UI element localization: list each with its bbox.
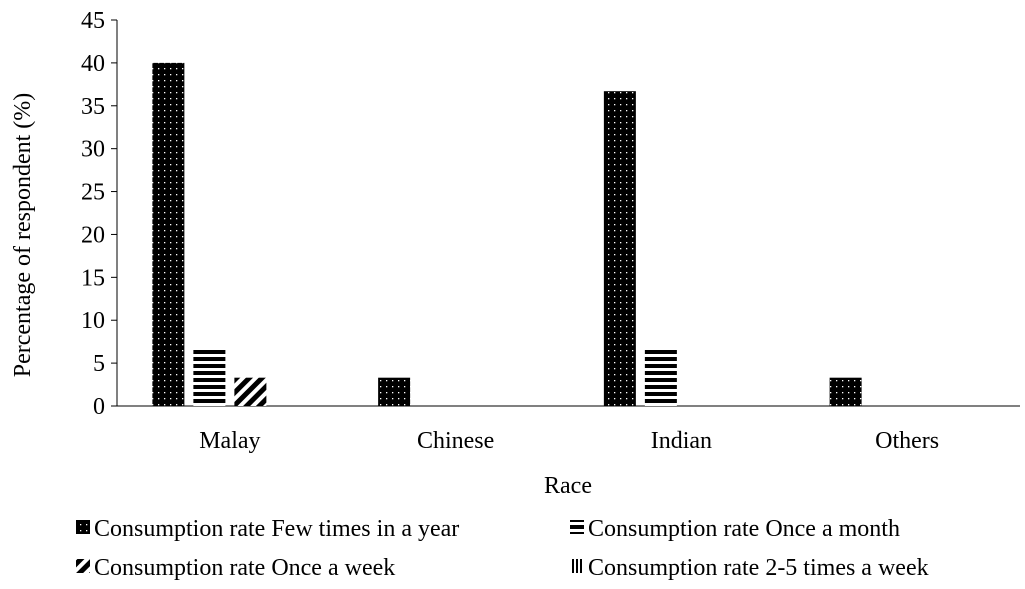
y-tick-label: 40 xyxy=(81,51,105,77)
bar-indian-series-1 xyxy=(603,91,636,406)
legend: Consumption rate Few times in a year Cons… xyxy=(76,516,929,581)
bar-malay-series-1 xyxy=(152,62,185,407)
y-tick-label: 0 xyxy=(93,394,105,420)
bars xyxy=(152,62,862,407)
y-tick-label: 25 xyxy=(81,180,105,206)
legend-swatch xyxy=(76,559,90,573)
x-tick-label: Chinese xyxy=(417,428,494,454)
x-tick-label: Malay xyxy=(199,428,260,454)
y-tick-label: 35 xyxy=(81,94,105,120)
legend-label: Consumption rate Once a week xyxy=(94,555,395,581)
legend-swatch xyxy=(76,520,90,534)
y-tick-label: 15 xyxy=(81,265,105,291)
y-tick-label: 5 xyxy=(93,351,105,377)
x-tick-label: Others xyxy=(875,428,939,454)
bar-chinese-series-1 xyxy=(378,377,411,406)
y-tick-label: 30 xyxy=(81,137,105,163)
y-tick-label: 20 xyxy=(81,222,105,248)
legend-label: Consumption rate Once a month xyxy=(588,516,900,542)
legend-label: Consumption rate Few times in a year xyxy=(94,516,459,542)
legend-label: Consumption rate 2-5 times a week xyxy=(588,555,929,581)
y-tick-label: 10 xyxy=(81,308,105,334)
y-tick-label: 45 xyxy=(81,8,105,34)
bar-indian-series-2 xyxy=(644,348,677,406)
y-axis: 0 5 10 15 20 25 30 35 40 45 xyxy=(81,8,118,420)
y-axis-title: Percentage of respondent (%) xyxy=(10,93,36,378)
bar-malay-series-2 xyxy=(193,348,226,406)
bar-malay-series-3 xyxy=(234,377,267,406)
x-axis-title: Race xyxy=(544,473,592,499)
legend-swatch xyxy=(570,559,584,573)
x-tick-label: Indian xyxy=(651,428,712,454)
legend-swatch xyxy=(570,520,584,534)
x-axis: Malay Chinese Indian Others xyxy=(117,405,1020,454)
bar-others-series-1 xyxy=(829,377,862,406)
